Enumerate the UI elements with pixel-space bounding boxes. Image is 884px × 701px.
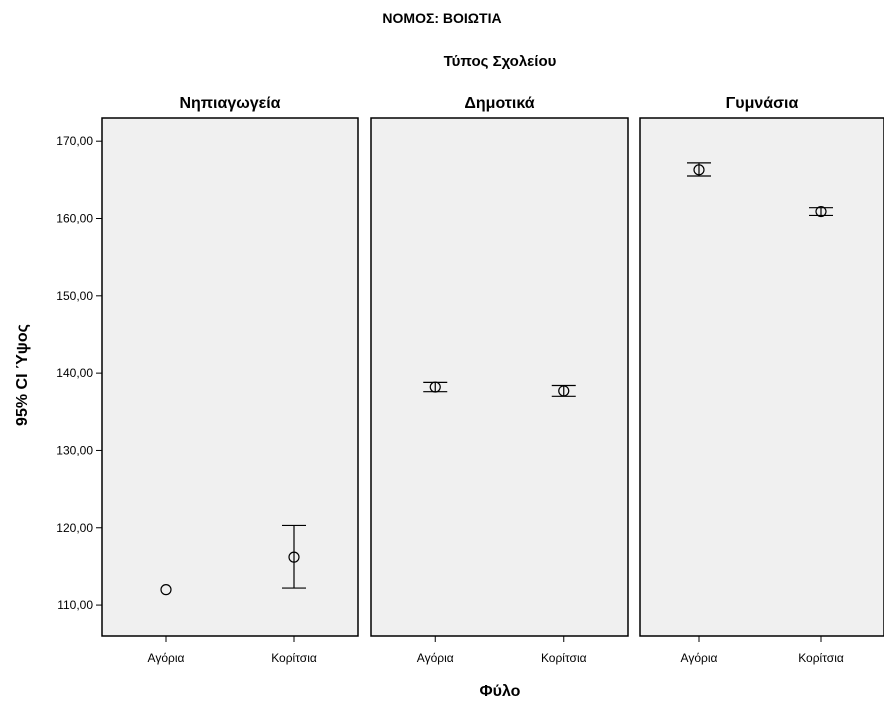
y-tick-label: 120,00: [56, 521, 93, 535]
x-tick-label: Κορίτσια: [541, 651, 587, 665]
x-tick-label: Κορίτσια: [798, 651, 844, 665]
panel-header: Γυμνάσια: [726, 95, 799, 112]
x-axis-label: Φύλο: [480, 683, 521, 700]
mean-marker: [693, 164, 705, 176]
y-tick-label: 160,00: [56, 212, 93, 226]
panel-3: Γυμνάσια Αγόρια Κορίτσια: [639, 95, 884, 665]
y-tick-label: 130,00: [56, 443, 93, 457]
panel-group-label: Τύπος Σχολείου: [444, 53, 557, 70]
panel-header: Νηπιαγωγεία: [179, 95, 280, 112]
mean-marker: [288, 551, 300, 563]
facet-panels: Νηπιαγωγεία Αγόρια Κορίτσια Δημοτικά Αγόρια Κ…: [101, 95, 884, 665]
mean-marker: [558, 385, 570, 397]
panel-frame: [101, 117, 359, 637]
chart-title: ΝΟΜΟΣ: ΒΟΙΩΤΙΑ: [382, 10, 501, 26]
y-axis: 110,00 120,00 130,00 140,00 150,00 160,00 170,…: [56, 134, 102, 612]
x-tick-label: Αγόρια: [417, 651, 454, 665]
y-tick-label: 140,00: [56, 366, 93, 380]
panel-frame: [370, 117, 629, 637]
mean-marker: [815, 205, 827, 218]
mean-marker: [160, 584, 172, 596]
x-tick-label: Κορίτσια: [271, 651, 317, 665]
x-tick-label: Αγόρια: [681, 651, 718, 665]
panel-1: Νηπιαγωγεία Αγόρια Κορίτσια: [101, 95, 359, 665]
panel-2: Δημοτικά Αγόρια Κορίτσια: [370, 95, 629, 665]
mean-marker: [429, 381, 441, 393]
panel-header: Δημοτικά: [464, 95, 534, 112]
y-tick-label: 150,00: [56, 289, 93, 303]
x-tick-label: Αγόρια: [148, 651, 185, 665]
y-tick-label: 170,00: [56, 134, 93, 148]
panel-frame: [639, 117, 884, 637]
y-tick-label: 110,00: [57, 598, 93, 612]
y-axis-label: 95% CI Ύψος: [14, 324, 31, 426]
